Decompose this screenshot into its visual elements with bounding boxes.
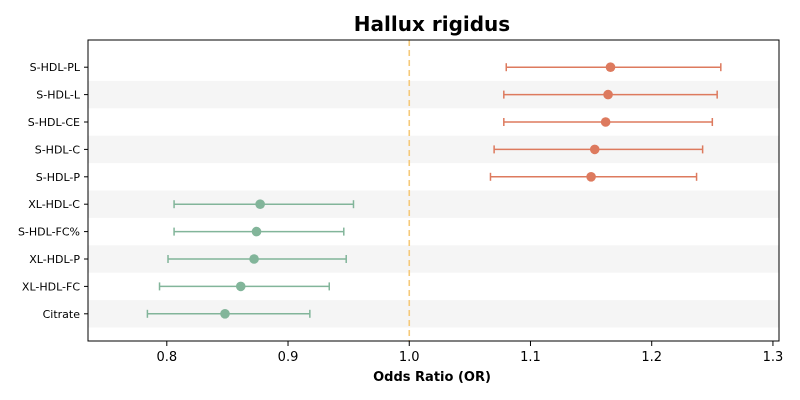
odds-ratio-point xyxy=(249,254,259,264)
odds-ratio-point xyxy=(255,199,265,209)
odds-ratio-point xyxy=(605,62,616,72)
estimate-row xyxy=(503,89,718,100)
x-tick-label: 1.3 xyxy=(763,350,784,365)
odds-ratio-point xyxy=(600,117,611,127)
x-axis: 0.8 0.9 1.0 1.1 1.2 1.3 xyxy=(156,341,783,365)
x-tick-label: 1.1 xyxy=(520,350,541,365)
y-tick-label: S-HDL-C xyxy=(35,143,81,156)
x-tick-label: 0.9 xyxy=(278,350,299,365)
odds-ratio-point xyxy=(220,309,230,319)
odds-ratio-point xyxy=(235,281,246,292)
data-marks xyxy=(146,62,722,319)
y-tick-label: S-HDL-P xyxy=(36,171,81,184)
y-tick-label: S-HDL-PL xyxy=(30,61,81,74)
x-tick-label: 1.0 xyxy=(399,350,420,365)
estimate-row xyxy=(493,144,704,155)
estimate-row xyxy=(173,199,355,209)
y-tick-label: S-HDL-CE xyxy=(28,116,80,129)
odds-ratio-point xyxy=(603,89,613,100)
y-tick-label: XL-HDL-P xyxy=(29,253,80,266)
x-tick-label: 0.8 xyxy=(156,350,177,365)
odds-ratio-point xyxy=(251,226,262,237)
chart-title: Hallux rigidus xyxy=(354,12,510,36)
estimate-row xyxy=(158,281,330,292)
y-tick-label: S-HDL-L xyxy=(36,89,81,102)
estimate-row xyxy=(167,254,347,264)
y-tick-label: XL-HDL-FC xyxy=(22,280,80,293)
odds-ratio-point xyxy=(586,172,596,182)
estimate-row xyxy=(146,309,311,319)
y-tick-label: S-HDL-FC% xyxy=(18,226,80,239)
estimate-row xyxy=(503,117,714,127)
odds-ratio-point xyxy=(589,144,600,155)
estimate-row xyxy=(505,62,722,72)
estimate-row xyxy=(489,172,698,182)
y-tick-label: XL-HDL-C xyxy=(28,198,80,211)
y-tick-label: Citrate xyxy=(43,308,81,321)
y-axis-labels: S-HDL-PL S-HDL-L S-HDL-CE S-HDL-C S-HDL-P XL-… xyxy=(18,61,88,321)
estimate-row xyxy=(173,226,345,237)
x-axis-label: Odds Ratio (OR) xyxy=(373,370,491,385)
plot-frame xyxy=(87,39,780,342)
x-tick-label: 1.2 xyxy=(641,350,662,365)
